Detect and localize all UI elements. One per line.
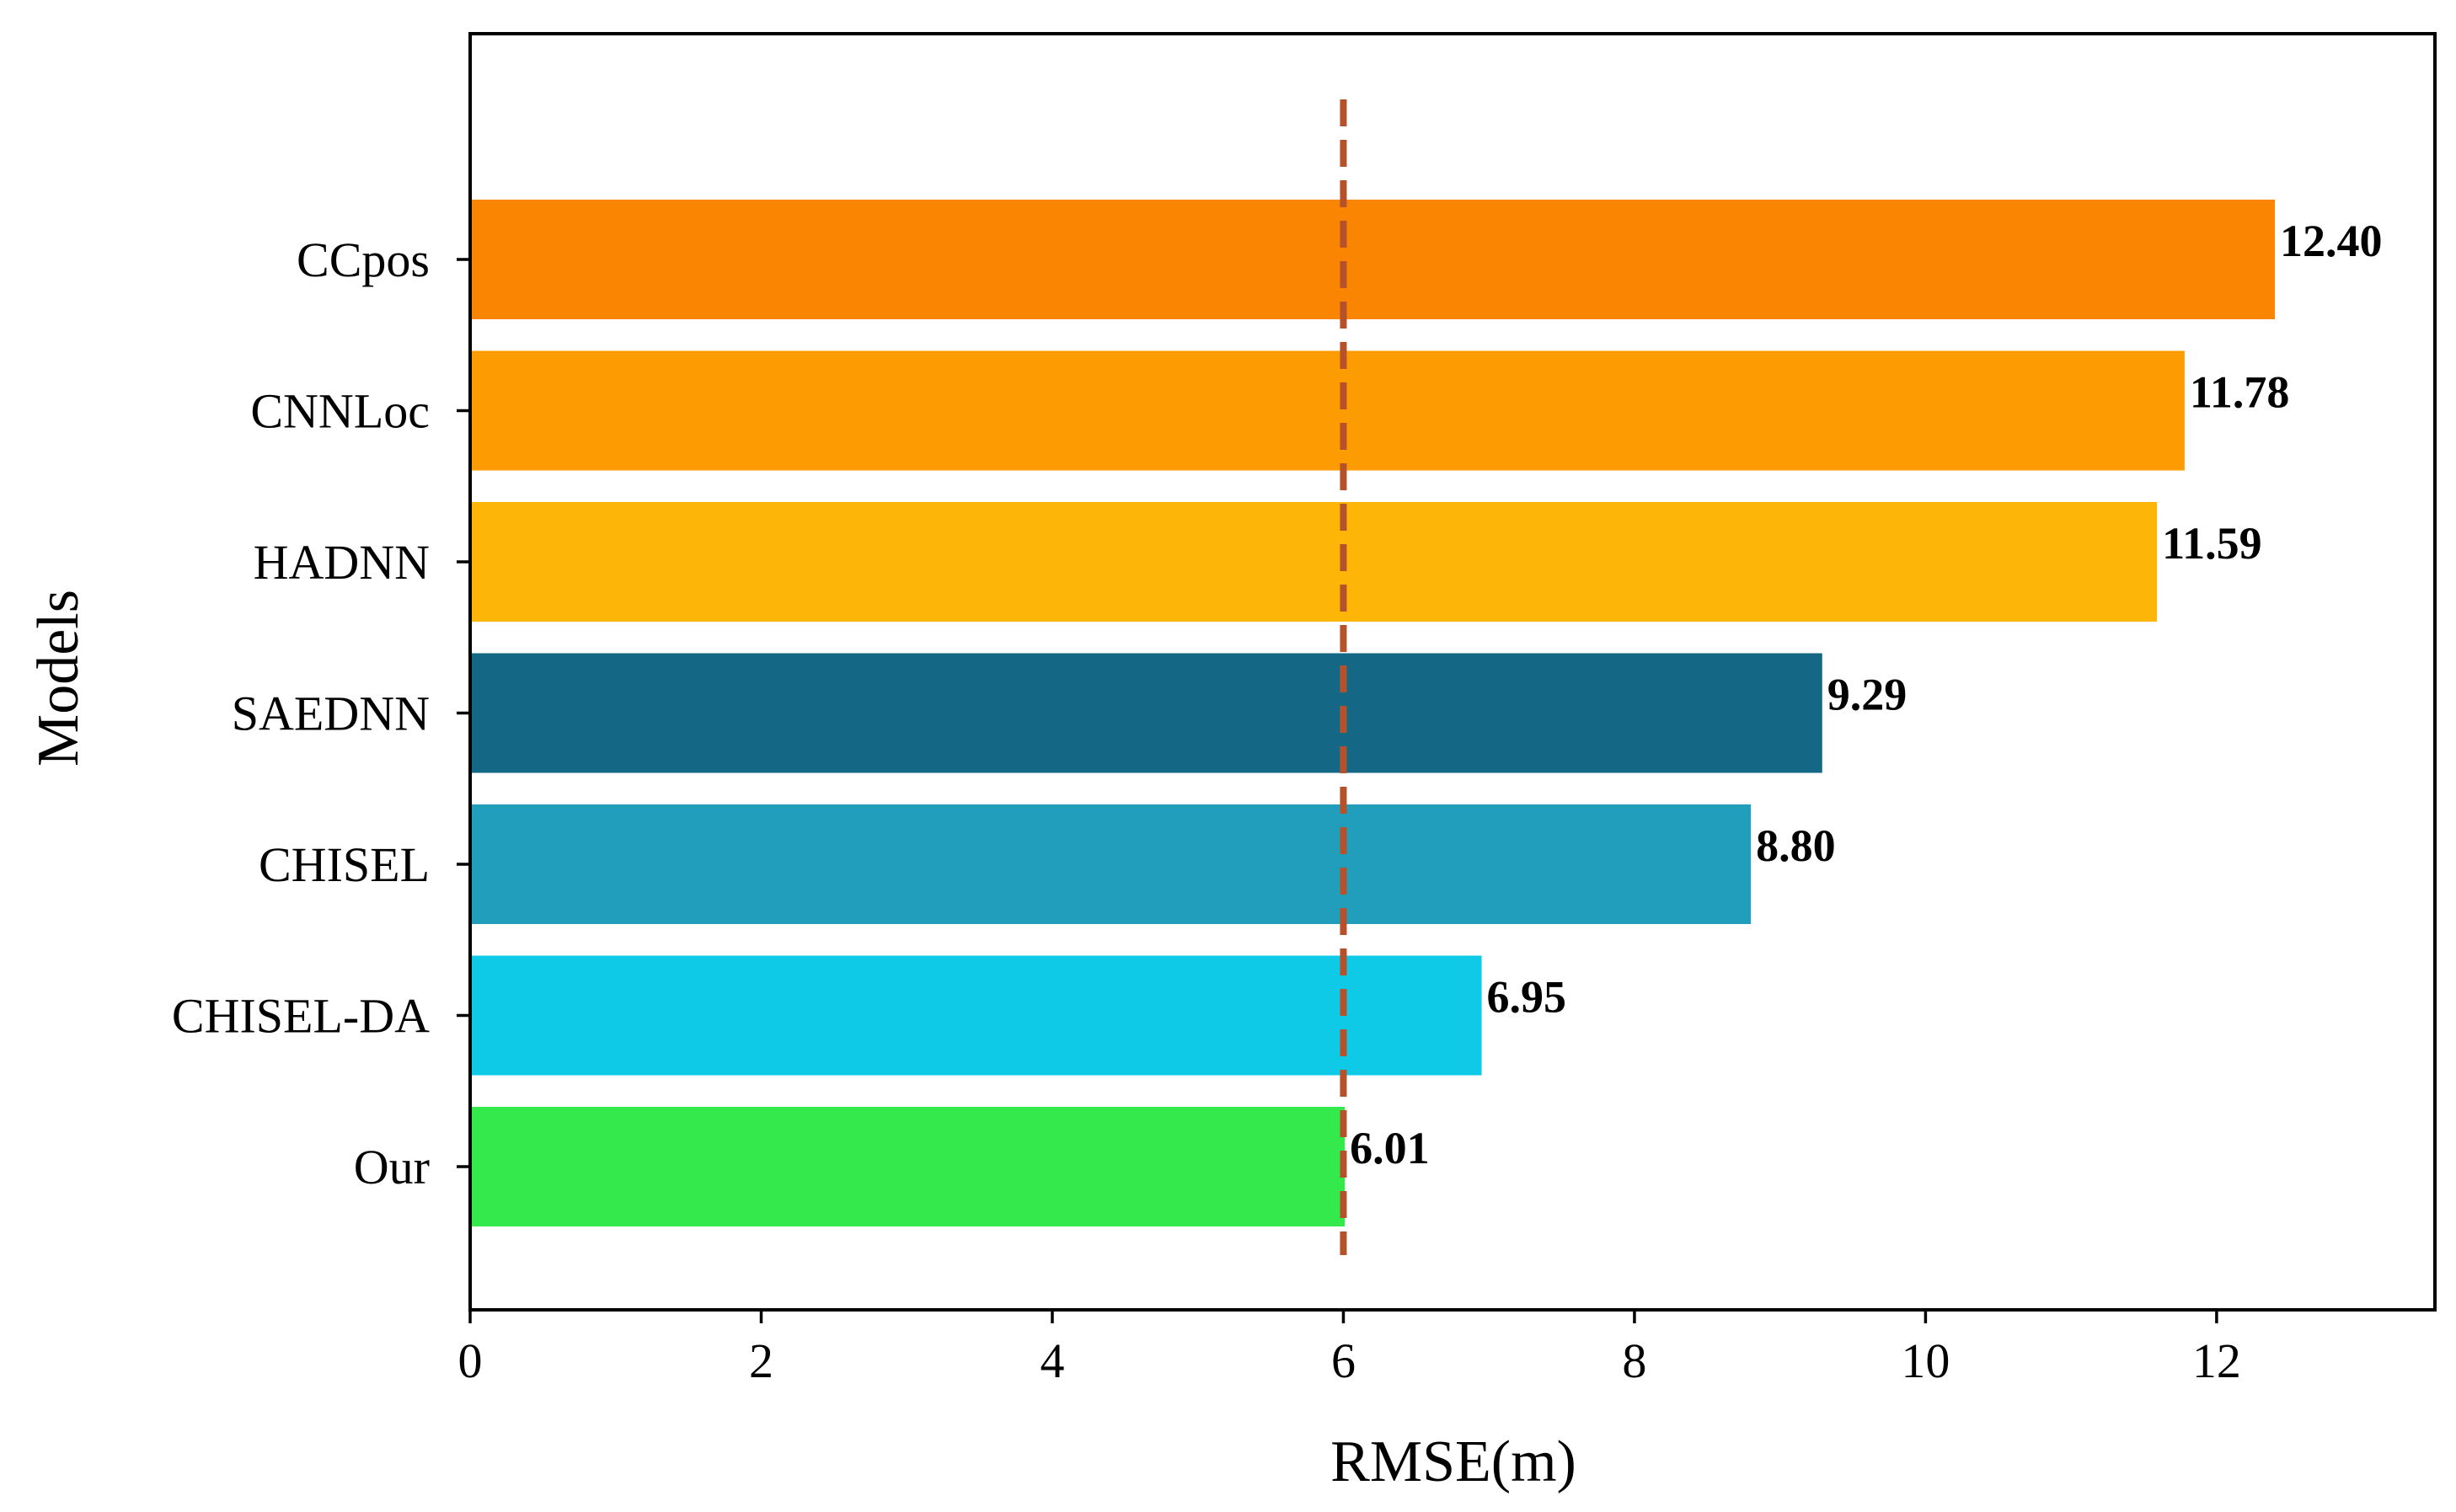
y-tick-label-ccpos: CCpos <box>297 232 430 287</box>
y-tick-label-our: Our <box>354 1140 430 1194</box>
y-tick-layer: CCpos CNNLoc HADNN SAEDNN CHISEL CHISEL-DA Our <box>172 232 470 1194</box>
bar-hadnn <box>470 502 2158 622</box>
x-axis-title: RMSE(m) <box>1330 1429 1576 1494</box>
plot-frame <box>468 32 2437 1312</box>
bar-our <box>470 1107 1346 1226</box>
y-axis-title: Models <box>26 590 91 767</box>
bar-saednn <box>470 653 1822 773</box>
y-tick-label-chisel-da: CHISEL-DA <box>172 989 430 1044</box>
x-tick-label-4: 4 <box>1040 1333 1064 1388</box>
x-tick-label-6: 6 <box>1331 1333 1356 1388</box>
value-label-chisel: 8.80 <box>1756 820 1836 871</box>
value-label-our: 6.01 <box>1350 1123 1430 1173</box>
value-label-hadnn: 11.59 <box>2162 518 2262 569</box>
bar-chisel <box>470 804 1752 924</box>
value-label-saednn: 9.29 <box>1827 670 1908 720</box>
x-tick-label-2: 2 <box>749 1333 773 1388</box>
value-label-chisel-da: 6.95 <box>1487 972 1567 1023</box>
x-tick-label-0: 0 <box>458 1333 483 1388</box>
x-tick-label-8: 8 <box>1622 1333 1646 1388</box>
y-tick-label-chisel: CHISEL <box>259 837 430 892</box>
y-tick-label-hadnn: HADNN <box>254 535 430 590</box>
x-tick-label-12: 12 <box>2192 1333 2241 1388</box>
y-tick-label-saednn: SAEDNN <box>232 687 430 741</box>
value-label-cnnloc: 11.78 <box>2190 367 2290 418</box>
plot-frame-layer <box>468 32 2437 1312</box>
y-tick-label-cnnloc: CNNLoc <box>250 384 430 439</box>
bar-ccpos <box>470 200 2275 319</box>
x-tick-layer: 0 2 4 6 8 10 12 <box>458 1310 2241 1388</box>
value-labels-layer: 12.40 11.78 11.59 9.29 8.80 6.95 6.01 <box>1350 216 2382 1173</box>
x-tick-label-10: 10 <box>1901 1333 1950 1388</box>
value-label-ccpos: 12.40 <box>2280 216 2383 266</box>
bar-cnnloc <box>470 350 2185 471</box>
bar-chisel-da <box>470 955 1482 1076</box>
bars-layer <box>470 200 2275 1226</box>
